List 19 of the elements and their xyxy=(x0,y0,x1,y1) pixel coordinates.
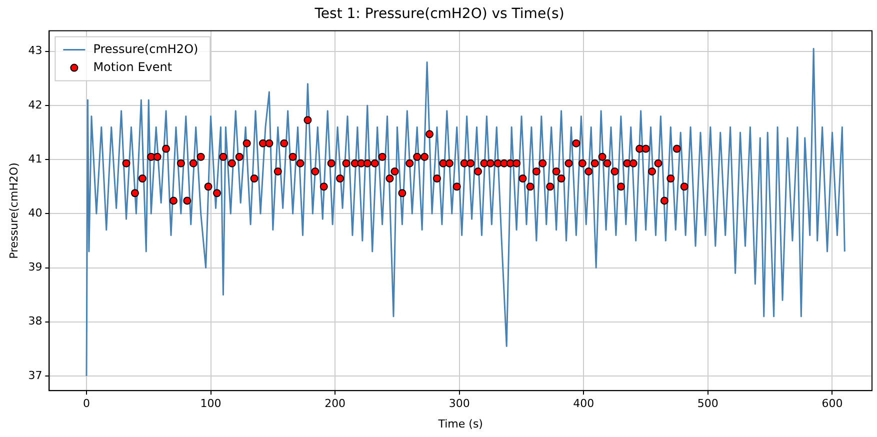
y-tick-label: 38 xyxy=(28,314,42,328)
x-tick-label: 400 xyxy=(573,397,594,410)
x-tick-label: 100 xyxy=(200,397,222,410)
x-tick-label: 500 xyxy=(697,397,718,410)
y-tick-label: 43 xyxy=(28,44,42,58)
x-tick-label: 300 xyxy=(448,397,470,410)
x-tick-label: 200 xyxy=(324,397,346,410)
x-tick-label: 0 xyxy=(82,397,90,410)
y-tick-label: 39 xyxy=(28,260,42,274)
x-axis-title: Time (s) xyxy=(437,417,483,430)
y-tick-label: 40 xyxy=(28,206,42,220)
y-axis-title: Pressure(cmH2O) xyxy=(7,162,20,259)
legend-label: Pressure(cmH2O) xyxy=(93,42,198,56)
x-tick-label: 600 xyxy=(822,397,843,410)
y-tick-label: 42 xyxy=(28,98,42,112)
y-tick-label: 41 xyxy=(28,152,42,166)
y-tick-label: 37 xyxy=(28,368,42,382)
chart-title: Test 1: Pressure(cmH2O) vs Time(s) xyxy=(314,6,564,22)
legend-label: Motion Event xyxy=(93,60,172,74)
